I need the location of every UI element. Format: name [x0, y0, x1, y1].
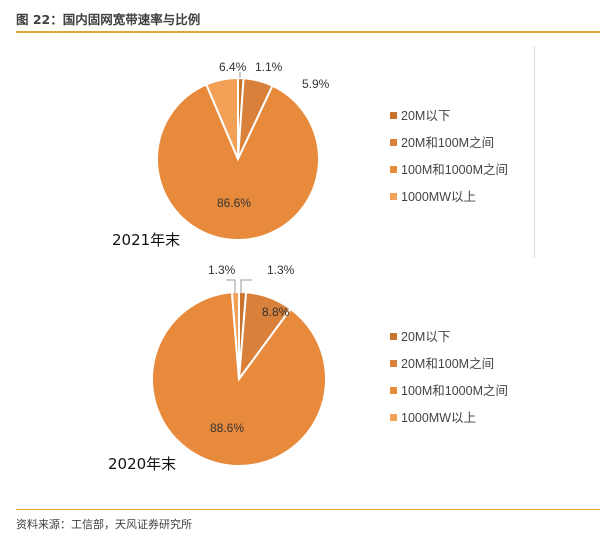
data-label: 1.3%	[208, 263, 236, 277]
leader-line	[226, 279, 236, 293]
leader-line	[240, 279, 252, 293]
legend-label: 1000MW以上	[401, 190, 476, 204]
legend-label: 20M以下	[401, 109, 450, 123]
pie-slice	[204, 76, 239, 160]
legend-label: 1000MW以上	[401, 411, 476, 425]
legend-label: 100M和1000M之间	[401, 384, 508, 398]
data-label: 1.1%	[255, 60, 283, 74]
legend-label: 20M和100M之间	[401, 136, 494, 150]
legend-swatch	[390, 360, 397, 367]
data-label: 1.3%	[267, 263, 295, 277]
source-rule	[16, 509, 600, 510]
title-rule	[16, 31, 600, 33]
chart-title: 2021年末	[112, 231, 180, 249]
legend-label: 20M和100M之间	[401, 357, 494, 371]
pie-slice	[151, 291, 327, 467]
pie-slice	[156, 83, 320, 241]
data-label: 8.8%	[262, 305, 290, 319]
data-label: 86.6%	[217, 196, 251, 210]
legend-swatch	[390, 193, 397, 200]
data-label: 5.9%	[302, 77, 330, 91]
chart-title: 2020年末	[108, 455, 176, 473]
legend-swatch	[390, 166, 397, 173]
legend-swatch	[390, 112, 397, 119]
source-note: 资料来源：工信部，天风证券研究所	[16, 518, 192, 531]
legend-swatch	[390, 414, 397, 421]
legend-swatch	[390, 139, 397, 146]
legend-label: 100M和1000M之间	[401, 163, 508, 177]
chart-border-line	[534, 46, 535, 258]
legend-swatch	[390, 333, 397, 340]
legend-label: 20M以下	[401, 330, 450, 344]
legend-swatch	[390, 387, 397, 394]
data-label: 6.4%	[219, 60, 247, 74]
data-label: 88.6%	[210, 421, 244, 435]
figure-title: 图 22：国内固网宽带速率与比例	[16, 12, 201, 27]
